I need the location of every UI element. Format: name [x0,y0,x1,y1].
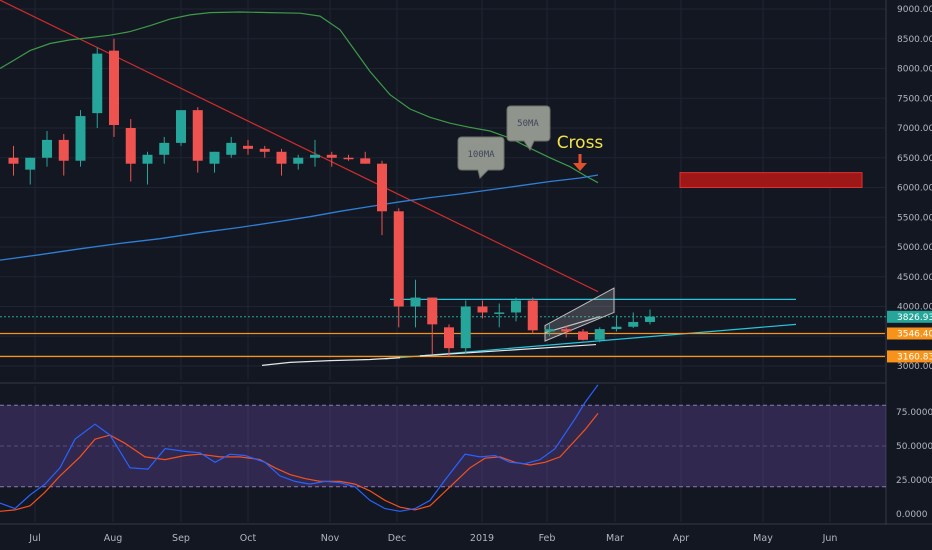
candle [561,325,572,338]
candle [544,323,555,337]
cross-annotation: Cross [557,133,604,153]
candle [109,38,119,137]
candle [645,309,655,325]
white-curve [261,357,401,367]
candle [494,303,505,328]
ma50-callout-text: 50MA [517,119,539,129]
price-tag: 3826.93 [887,310,932,323]
oscillator-axis[interactable]: 75.0000 50.0000 25.0000 0.0000 [896,408,932,520]
time-tick-label: Jul [28,533,40,544]
price-tick-label: 5500.00 [897,213,932,223]
candle [92,47,103,128]
price-tags: 3826.93 3546.40 3160.83 [887,310,932,363]
candle [410,279,421,328]
price-tag-label: 3546.40 [897,329,932,339]
downtrend-line [0,0,599,293]
stochastic-lines [0,384,599,512]
candle [511,297,521,322]
price-tick-label: 9000.00 [897,5,932,15]
time-tick-label: Mar [606,533,624,544]
candle [578,329,588,341]
oscillator-tick-label: 75.0000 [896,408,932,418]
oscillator-tick-label: 50.0000 [896,442,932,452]
price-tick-label: 7000.00 [897,124,932,134]
support-line [384,323,797,360]
price-tick-label: 6500.00 [897,154,932,164]
candle [377,160,387,236]
ma100-callout-text: 100MA [467,150,495,160]
candle [226,136,237,158]
time-tick-label: Nov [321,533,340,544]
resistance-zone [679,172,863,188]
candle [527,297,538,334]
candle [42,130,52,167]
price-tick-label: 8000.00 [897,65,932,75]
price-tick-label: 7500.00 [897,94,932,104]
candle [360,151,371,164]
time-tick-label: Feb [539,533,556,544]
candle [25,157,36,185]
price-tick-label: 8500.00 [897,35,932,45]
price-tag: 3160.83 [887,350,932,363]
candle [159,136,170,164]
stoch-d-line [0,413,599,512]
candle [444,324,454,358]
ma100-callout: 100MA [457,136,505,179]
price-tick-label: 4000.00 [897,303,932,313]
candle [393,208,404,328]
candle [427,297,438,355]
candle [259,145,270,158]
ma50-callout: 50MA [506,105,551,152]
candle [192,107,203,173]
candle [343,154,354,161]
candle [75,110,86,167]
time-tick-label: Sep [172,533,190,544]
candle [8,145,19,176]
candle [176,110,186,146]
oscillator-panel [0,404,886,488]
candles [8,38,655,358]
candle [611,315,622,332]
price-tag-label: 3826.93 [897,313,932,323]
candle [460,300,471,355]
candle [628,312,639,328]
oscillator-tick-label: 25.0000 [896,476,932,486]
candle [243,139,253,155]
time-tick-label: Oct [240,533,257,544]
candle [477,300,488,319]
time-axis[interactable]: Jul Aug Sep Oct Nov Dec 2019 Feb Mar Apr May Jun [28,533,837,544]
oscillator-tick-label: 0.0000 [896,510,928,520]
time-tick-label: Apr [673,533,690,544]
ma100-line [0,174,599,261]
price-tick-label: 3000.00 [897,362,932,372]
time-tick-label: 2019 [470,533,494,544]
candle [310,139,320,167]
price-tick-label: 6000.00 [897,184,932,194]
candle [293,154,304,170]
price-tick-label: 4500.00 [897,273,932,283]
price-tag: 3546.40 [887,327,932,340]
price-tick-label: 5000.00 [897,243,932,253]
candle [142,151,153,185]
time-tick-label: Dec [388,533,406,544]
candle [326,151,337,167]
price-tag-label: 3160.83 [897,352,932,362]
candle [125,119,136,182]
stoch-k-line [0,384,599,512]
time-tick-label: May [753,533,773,544]
cross-arrow [573,154,587,171]
time-tick-label: Aug [104,533,123,544]
candle [276,148,287,176]
time-tick-label: Jun [822,533,838,544]
candle [58,133,69,176]
candle [594,327,605,343]
candle [209,151,220,173]
